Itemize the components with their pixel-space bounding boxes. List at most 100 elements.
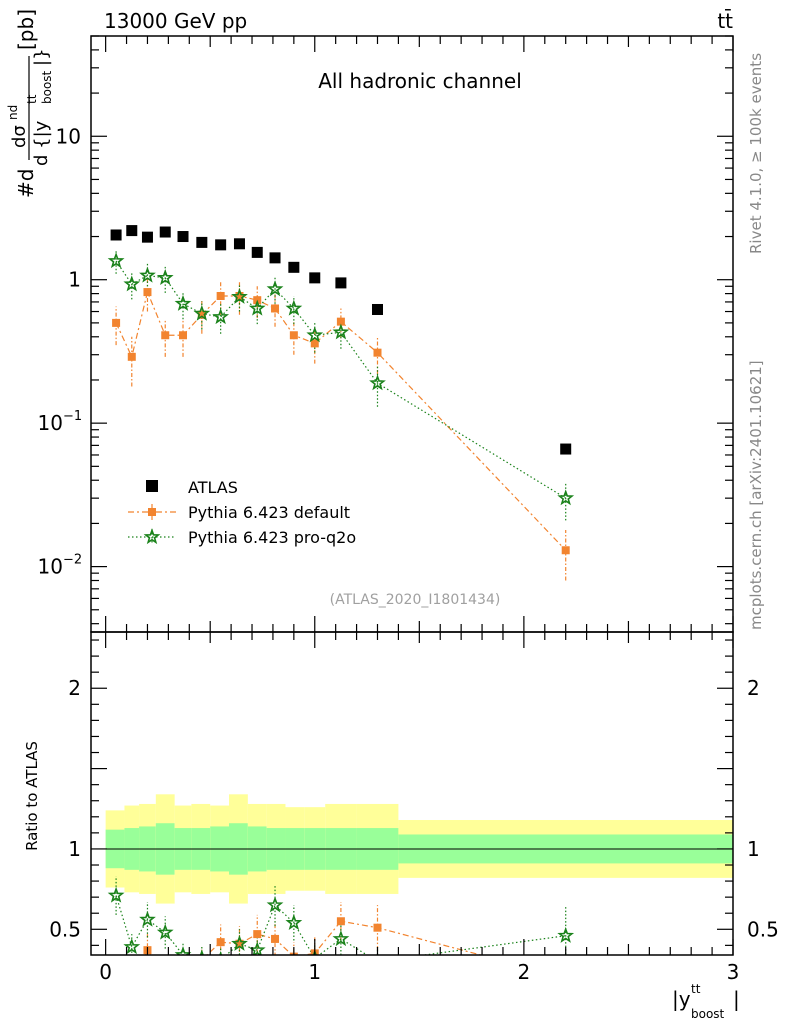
main-point-pythia-6-423-default — [271, 304, 280, 313]
main-point-pythia-6-423-default — [179, 331, 188, 340]
ratio-point-pythia-6-423-default — [271, 934, 280, 943]
main-y-tick-label: 10 — [56, 124, 81, 148]
main-point-pythia-6-423-pro-q2o — [107, 252, 125, 269]
main-point-pythia-6-423-pro-q2o — [248, 299, 266, 316]
ylabel-denominator-suffix: |} — [31, 48, 52, 66]
main-point-atlas — [251, 246, 263, 258]
main-point-pythia-6-423-default — [127, 352, 136, 361]
main-point-pythia-6-423-default — [197, 310, 206, 319]
main-point-pythia-6-423-pro-q2o — [332, 323, 350, 340]
process-label: tt̄ — [717, 8, 733, 33]
legend-marker-pythia-pro-q2o — [143, 528, 161, 545]
main-y-tick-exponent: −1 — [63, 409, 82, 424]
ylabel-denominator: d {|y — [31, 120, 52, 166]
legend-label-pythia-default: Pythia 6.423 default — [188, 503, 350, 522]
legend-label-atlas: ATLAS — [188, 478, 238, 497]
main-y-axis-label: #d dσ nd d {|y tt boost |} [pb] — [6, 9, 54, 198]
main-point-atlas — [177, 231, 189, 243]
main-y-tick-label: 1 — [68, 268, 81, 292]
main-point-pythia-6-423-pro-q2o — [212, 308, 230, 325]
main-point-pythia-6-423-pro-q2o — [369, 374, 386, 391]
xlabel-suffix: | — [733, 987, 740, 1011]
ratio-y-tick-label: 2 — [68, 676, 81, 700]
main-point-atlas — [215, 239, 227, 251]
main-point-atlas — [288, 261, 300, 273]
ratio-point-pythia-6-423-default — [112, 967, 120, 975]
ratio-y-tick-label-right: 2 — [747, 676, 760, 700]
ratio-point-pythia-6-423-default — [235, 939, 244, 948]
xlabel-base: |y — [672, 987, 691, 1011]
main-point-atlas — [110, 229, 122, 241]
ratio-point-pythia-6-423-pro-q2o — [107, 886, 125, 903]
ratio-panel: 0.5 0.5 1 1 2 2 0 1 2 3 Ratio to ATLAS |y tt boos… — [23, 631, 779, 1021]
main-point-pythia-6-423-default — [336, 317, 345, 326]
main-y-tick-exponent: −2 — [63, 553, 82, 568]
ratio-point-pythia-6-423-pro-q2o — [285, 914, 303, 930]
ratio-point-pythia-6-423-pro-q2o — [266, 896, 284, 913]
ylabel-denominator-sup: tt — [25, 94, 39, 104]
ratio-y-axis-label: Ratio to ATLAS — [23, 741, 41, 851]
energy-label: 13000 GeV pp — [104, 9, 247, 33]
main-point-pythia-6-423-pro-q2o — [123, 275, 141, 292]
main-point-pythia-6-423-pro-q2o — [156, 269, 174, 286]
main-point-atlas — [126, 225, 138, 237]
ratio-point-pythia-6-423-default — [179, 973, 187, 981]
ratio-point-pythia-6-423-pro-q2o — [174, 946, 192, 955]
ratio-y-tick-label: 1 — [68, 837, 81, 861]
main-point-atlas — [335, 277, 347, 289]
ratio-point-pythia-6-423-pro-q2o — [376, 952, 379, 955]
main-point-pythia-6-423-pro-q2o — [193, 304, 211, 321]
ratio-point-pythia-6-423-default — [562, 973, 570, 981]
ratio-y-tick-label-right: 1 — [747, 837, 760, 861]
main-point-atlas — [371, 303, 383, 315]
main-point-pythia-6-423-default — [216, 291, 225, 300]
plot-title: All hadronic channel — [318, 69, 522, 93]
main-point-atlas — [309, 272, 321, 284]
main-point-pythia-6-423-pro-q2o — [231, 287, 248, 304]
ylabel-denominator-sub: boost — [40, 70, 54, 104]
main-point-pythia-6-423-default — [373, 348, 382, 357]
main-point-atlas — [560, 443, 572, 455]
ratio-point-pythia-6-423-default — [198, 956, 206, 964]
main-point-pythia-6-423-default — [310, 339, 319, 348]
ylabel-numerator-sup: nd — [6, 105, 20, 120]
ratio-point-pythia-6-423-pro-q2o — [332, 930, 350, 947]
main-point-atlas — [233, 238, 245, 250]
mcplots-label: mcplots.cern.ch [arXiv:2401.10621] — [747, 360, 765, 630]
main-line-pythia-6-423-pro-q2o — [115, 260, 567, 499]
ratio-y-tick-label: 0.5 — [49, 917, 81, 941]
main-point-pythia-6-423-pro-q2o — [139, 266, 156, 283]
main-point-pythia-6-423-pro-q2o — [285, 299, 303, 316]
main-point-pythia-6-423-default — [235, 291, 244, 300]
ratio-point-pythia-6-423-pro-q2o — [231, 934, 248, 951]
rivet-version-label: Rivet 4.1.0, ≥ 100k events — [747, 53, 765, 254]
main-point-pythia-6-423-pro-q2o — [266, 280, 284, 297]
ratio-point-pythia-6-423-pro-q2o — [123, 938, 141, 955]
x-tick-label: 0 — [99, 960, 112, 984]
main-point-atlas — [269, 252, 281, 264]
ylabel-numerator: dσ — [9, 125, 30, 148]
main-y-tick-label: 10 — [38, 411, 63, 435]
xlabel-sub: boost — [691, 1007, 725, 1021]
legend-marker-atlas — [146, 480, 158, 492]
main-point-atlas — [196, 236, 208, 248]
ratio-point-pythia-6-423-pro-q2o — [557, 926, 575, 943]
main-point-pythia-6-423-pro-q2o — [174, 294, 192, 311]
ratio-point-pythia-6-423-pro-q2o — [156, 923, 174, 940]
main-point-pythia-6-423-default — [143, 288, 152, 297]
analysis-label: (ATLAS_2020_I1801434) — [330, 592, 501, 608]
main-point-pythia-6-423-default — [289, 331, 298, 340]
legend-marker-pythia-default — [148, 508, 156, 516]
ratio-point-pythia-6-423-default — [253, 930, 262, 939]
ratio-plot-frame — [90, 631, 734, 956]
ratio-point-pythia-6-423-default — [216, 938, 225, 947]
ratio-point-pythia-6-423-default — [373, 923, 382, 932]
main-point-atlas — [159, 226, 171, 238]
main-point-pythia-6-423-default — [161, 331, 170, 340]
ratio-point-pythia-6-423-default — [161, 975, 169, 983]
x-tick-label: 3 — [727, 960, 740, 984]
main-point-pythia-6-423-pro-q2o — [557, 489, 575, 506]
main-point-atlas — [141, 231, 153, 243]
